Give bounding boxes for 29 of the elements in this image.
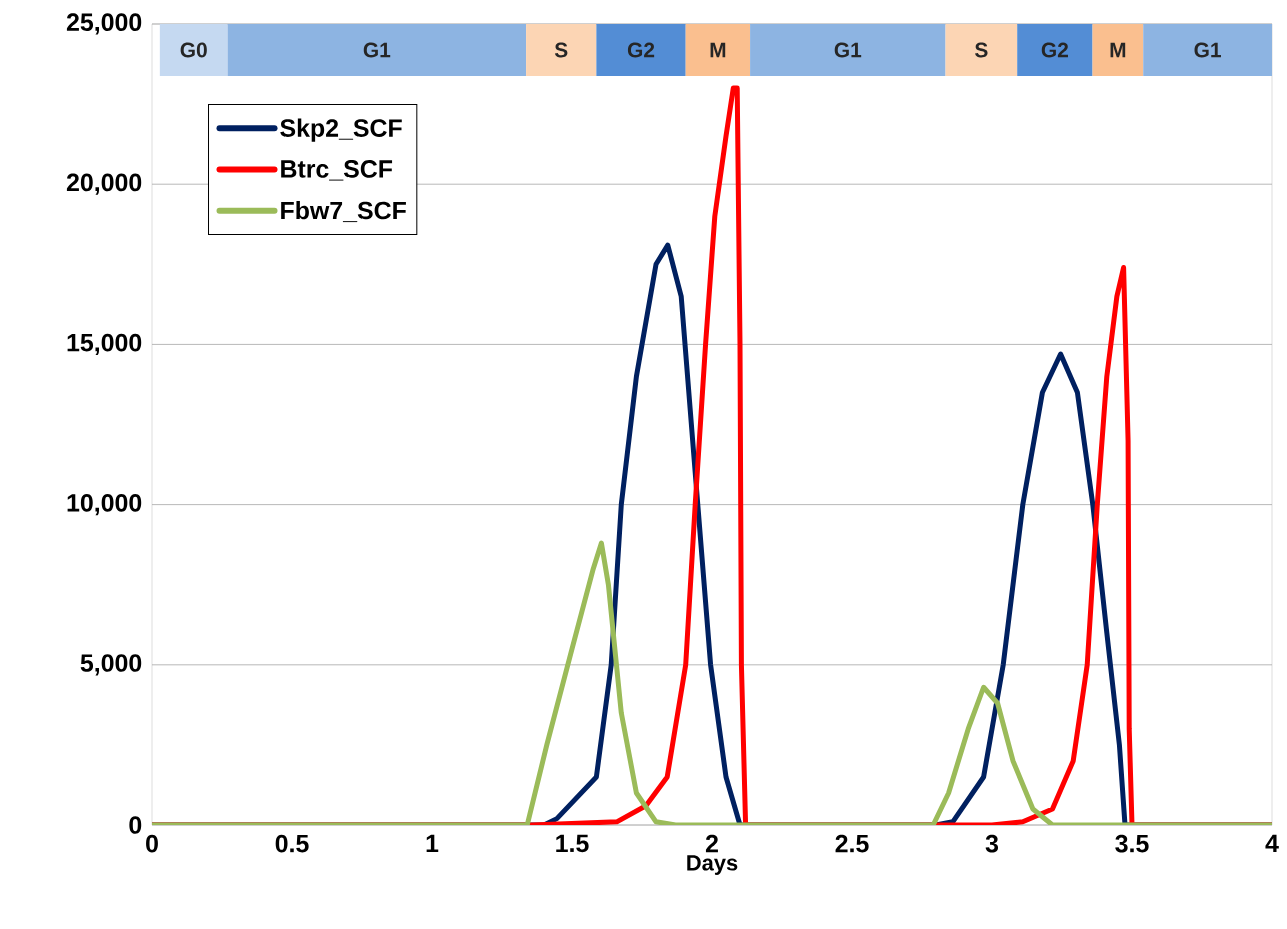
band-label: S <box>554 42 568 58</box>
x-tick-label: 0.5 <box>275 834 309 853</box>
y-tick-label: 20,000 <box>66 173 142 195</box>
band-label: G2 <box>1041 42 1068 58</box>
band-label: S <box>975 42 988 58</box>
x-tick-label: 0 <box>146 834 158 853</box>
y-tick-label: 15,000 <box>67 333 142 356</box>
band-label: M <box>1110 42 1126 58</box>
x-axis-title: Days <box>687 855 738 875</box>
x-tick-label: 2.5 <box>835 834 869 853</box>
y-tick-label: 10,000 <box>67 493 142 516</box>
band-label: G1 <box>834 42 862 58</box>
band-label: G1 <box>363 42 391 58</box>
x-tick-label: 1.5 <box>556 834 589 853</box>
band-label: M <box>710 42 726 58</box>
y-tick-label: 5,000 <box>80 654 142 676</box>
legend-label: Btrc_SCF <box>281 160 393 181</box>
x-tick-label: 2 <box>705 834 718 853</box>
x-tick-label: 3.5 <box>1115 834 1149 853</box>
y-tick-label: 25,000 <box>66 13 142 35</box>
band-label: G2 <box>627 42 655 58</box>
legend-label: Skp2_SCF <box>280 118 402 142</box>
x-tick-label: 4 <box>1265 834 1279 852</box>
band-label: G0 <box>180 42 207 58</box>
y-tick-label: 0 <box>129 816 142 834</box>
band-label: G1 <box>1194 42 1221 58</box>
x-tick-label: 3 <box>985 834 999 853</box>
legend-label: Fbw7_SCF <box>281 200 406 223</box>
x-tick-label: 1 <box>426 834 439 852</box>
